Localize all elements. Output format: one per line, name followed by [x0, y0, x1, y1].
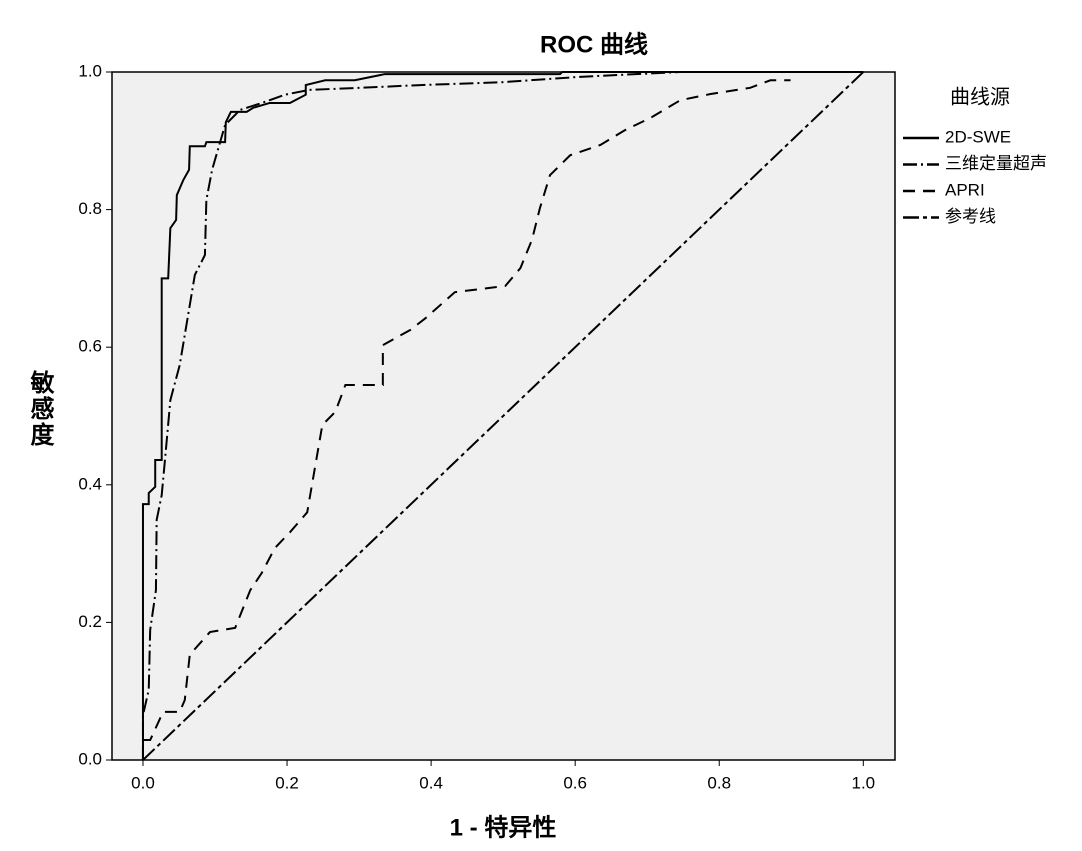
roc-line [141, 71, 864, 760]
y-tick-label: 0.2 [78, 612, 102, 631]
y-tick-label: 1.0 [78, 61, 102, 80]
roc-line [141, 79, 791, 760]
legend-label: 2D-SWE [945, 127, 1011, 146]
y-axis-label: 敏感度 [26, 370, 53, 448]
y-tick-label: 0.8 [78, 199, 102, 218]
y-tick-label: 0.6 [78, 337, 102, 356]
x-tick-label: 1.0 [851, 773, 875, 792]
legend-label: 三维定量超声 [945, 154, 1047, 173]
chart-title: ROC 曲线 [540, 31, 648, 58]
roc-line [142, 71, 864, 761]
y-tick-label: 0.4 [78, 474, 102, 493]
legend-title: 曲线源 [950, 85, 1010, 108]
roc-line [141, 71, 864, 760]
x-tick-label: 0.0 [131, 773, 155, 792]
x-tick-label: 0.2 [275, 773, 299, 792]
x-tick-label: 0.8 [707, 773, 731, 792]
x-axis-label: 1 - 特异性 [450, 814, 557, 841]
x-tick-label: 0.6 [563, 773, 587, 792]
legend-label: 参考线 [945, 207, 996, 226]
legend-label: APRI [945, 180, 985, 199]
y-tick-label: 0.0 [78, 749, 102, 768]
x-tick-label: 0.4 [419, 773, 443, 792]
